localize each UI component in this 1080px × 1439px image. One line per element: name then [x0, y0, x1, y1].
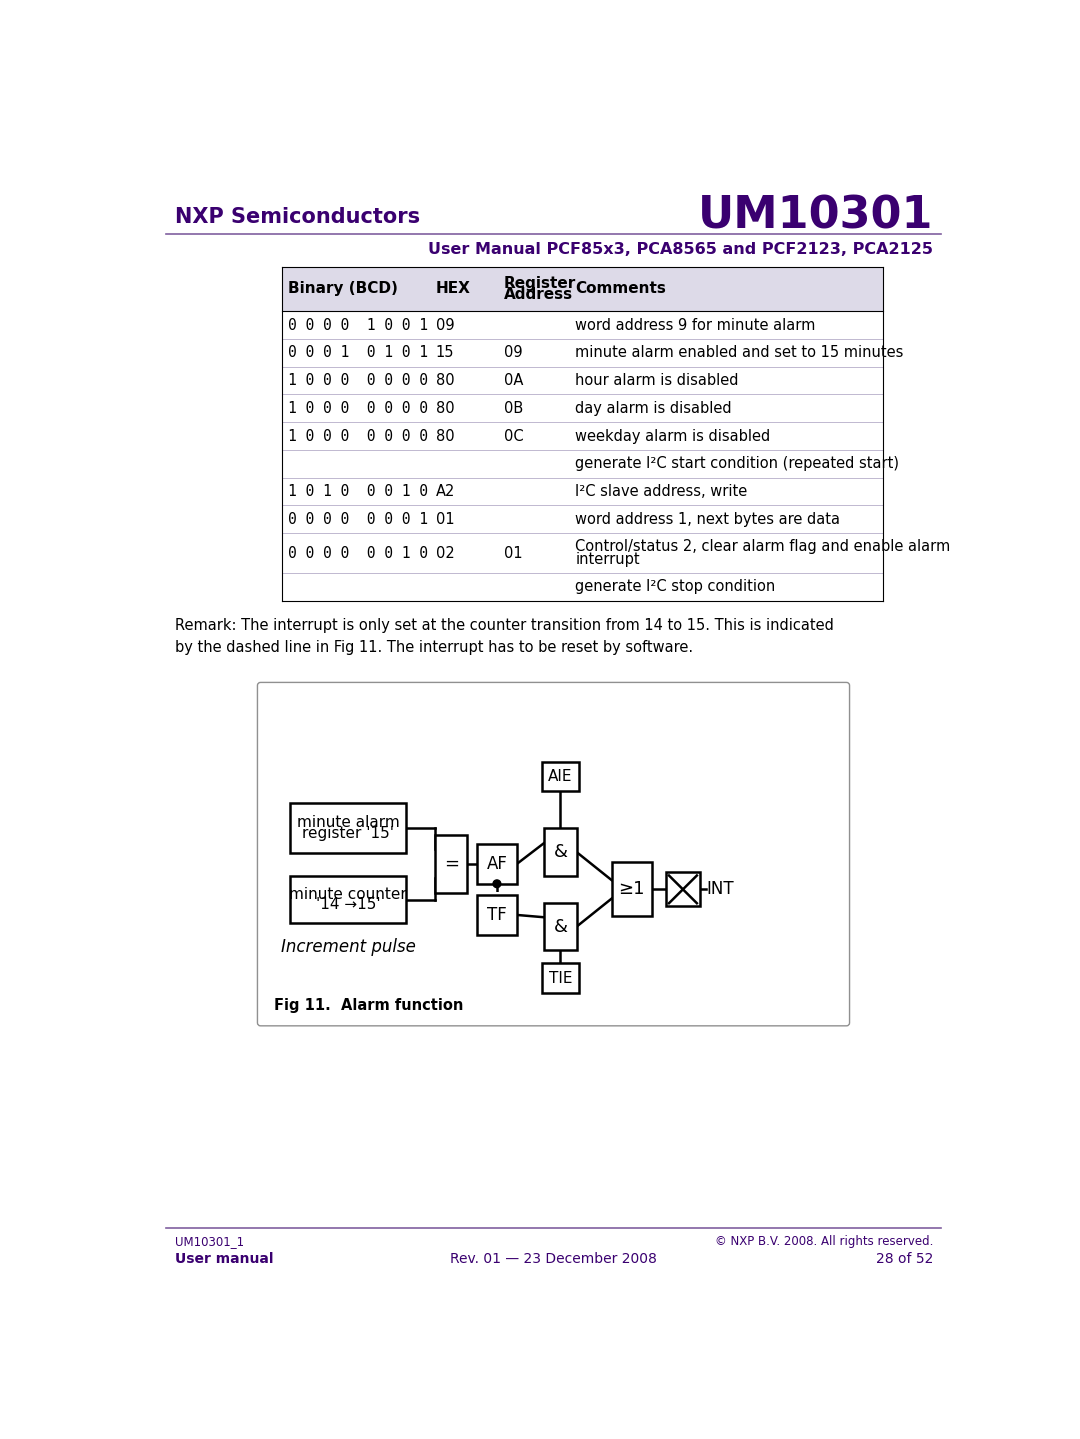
- Text: 0 0 0 0  0 0 1 0: 0 0 0 0 0 0 1 0: [288, 545, 429, 561]
- Text: Fig 11.  Alarm function: Fig 11. Alarm function: [274, 999, 464, 1013]
- Text: weekday alarm is disabled: weekday alarm is disabled: [576, 429, 770, 443]
- Bar: [544, 902, 577, 950]
- Text: 0 0 0 1  0 1 0 1: 0 0 0 1 0 1 0 1: [288, 345, 429, 360]
- Text: register '15': register '15': [302, 826, 394, 840]
- Text: &: &: [553, 918, 567, 935]
- Text: word address 1, next bytes are data: word address 1, next bytes are data: [576, 512, 840, 527]
- Text: generate I²C stop condition: generate I²C stop condition: [576, 580, 775, 594]
- Circle shape: [494, 879, 501, 888]
- Text: Remark: The interrupt is only set at the counter transition from 14 to 15. This : Remark: The interrupt is only set at the…: [175, 617, 834, 655]
- Text: 1 0 0 0  0 0 0 0: 1 0 0 0 0 0 0 0: [288, 429, 429, 443]
- Text: Address: Address: [504, 286, 573, 302]
- Bar: [291, 803, 406, 853]
- Text: AF: AF: [486, 855, 508, 873]
- Text: interrupt: interrupt: [576, 553, 639, 567]
- Text: INT: INT: [706, 881, 733, 898]
- Text: 80: 80: [435, 429, 455, 443]
- Text: Increment pulse: Increment pulse: [281, 938, 416, 957]
- Text: 80: 80: [435, 373, 455, 389]
- Text: 0 0 0 0  0 0 0 1: 0 0 0 0 0 0 0 1: [288, 512, 429, 527]
- Text: 09: 09: [504, 345, 523, 360]
- Text: Register: Register: [504, 276, 576, 291]
- Text: NXP Semiconductors: NXP Semiconductors: [175, 207, 420, 227]
- Text: 28 of 52: 28 of 52: [876, 1252, 933, 1266]
- Text: © NXP B.V. 2008. All rights reserved.: © NXP B.V. 2008. All rights reserved.: [715, 1235, 933, 1248]
- Text: User manual: User manual: [175, 1252, 274, 1266]
- Text: 0A: 0A: [504, 373, 524, 389]
- Text: hour alarm is disabled: hour alarm is disabled: [576, 373, 739, 389]
- Text: 0C: 0C: [504, 429, 524, 443]
- Text: minute alarm enabled and set to 15 minutes: minute alarm enabled and set to 15 minut…: [576, 345, 904, 360]
- Text: day alarm is disabled: day alarm is disabled: [576, 401, 732, 416]
- Text: UM10301_1: UM10301_1: [175, 1235, 244, 1248]
- Text: Rev. 01 — 23 December 2008: Rev. 01 — 23 December 2008: [450, 1252, 657, 1266]
- Text: UM10301: UM10301: [698, 194, 933, 237]
- Text: User Manual PCF85x3, PCA8565 and PCF2123, PCA2125: User Manual PCF85x3, PCA8565 and PCF2123…: [429, 242, 933, 258]
- Text: 1 0 0 0  0 0 0 0: 1 0 0 0 0 0 0 0: [288, 373, 429, 389]
- Text: 1 0 0 0  0 0 0 0: 1 0 0 0 0 0 0 0: [288, 401, 429, 416]
- Text: minute alarm: minute alarm: [297, 814, 400, 830]
- Text: Binary (BCD): Binary (BCD): [288, 282, 399, 296]
- Text: TIE: TIE: [549, 970, 572, 986]
- Text: A2: A2: [435, 484, 455, 499]
- Bar: [476, 843, 517, 884]
- Text: 01: 01: [504, 545, 523, 561]
- Text: 1 0 1 0  0 0 1 0: 1 0 1 0 0 0 1 0: [288, 484, 429, 499]
- Text: 80: 80: [435, 401, 455, 416]
- FancyBboxPatch shape: [257, 682, 850, 1026]
- Text: I²C slave address, write: I²C slave address, write: [576, 484, 747, 499]
- Text: ≥1: ≥1: [619, 881, 645, 898]
- Text: 09: 09: [435, 318, 455, 332]
- Text: AIE: AIE: [549, 768, 572, 784]
- Bar: [542, 964, 579, 993]
- Text: =: =: [444, 855, 459, 873]
- Text: TF: TF: [487, 907, 507, 924]
- Text: &: &: [553, 843, 567, 861]
- Text: 0B: 0B: [504, 401, 523, 416]
- Text: Control/status 2, clear alarm flag and enable alarm: Control/status 2, clear alarm flag and e…: [576, 538, 950, 554]
- Text: HEX: HEX: [435, 282, 471, 296]
- Text: 02: 02: [435, 545, 455, 561]
- Bar: [291, 876, 406, 922]
- Text: generate I²C start condition (repeated start): generate I²C start condition (repeated s…: [576, 456, 900, 471]
- Bar: [542, 761, 579, 791]
- Bar: [611, 862, 652, 917]
- Text: Comments: Comments: [576, 282, 666, 296]
- Bar: [544, 829, 577, 876]
- Bar: [666, 872, 700, 907]
- Text: minute counter: minute counter: [289, 886, 407, 902]
- Text: 15: 15: [435, 345, 455, 360]
- Text: 01: 01: [435, 512, 455, 527]
- Bar: [435, 835, 468, 892]
- Text: 0 0 0 0  1 0 0 1: 0 0 0 0 1 0 0 1: [288, 318, 429, 332]
- Text: word address 9 for minute alarm: word address 9 for minute alarm: [576, 318, 815, 332]
- Bar: [282, 266, 882, 311]
- Bar: [476, 895, 517, 935]
- Text: '14 →15': '14 →15': [315, 898, 380, 912]
